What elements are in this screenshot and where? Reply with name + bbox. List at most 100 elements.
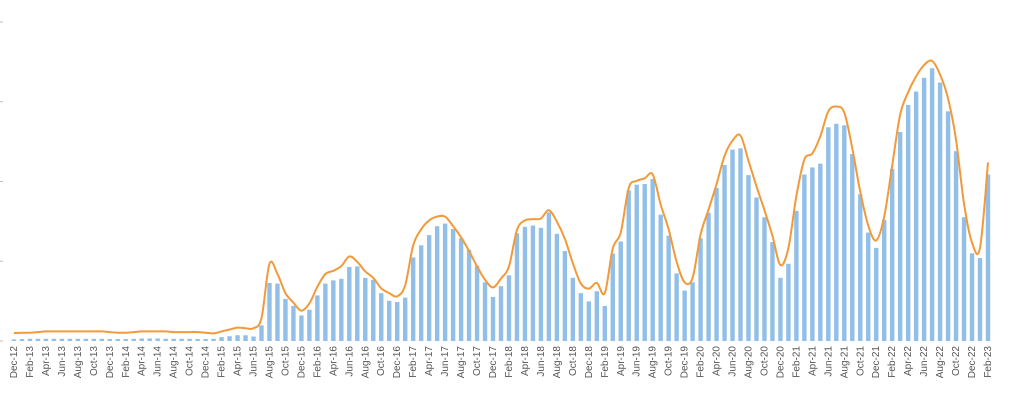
bar	[347, 266, 352, 341]
bar	[546, 212, 552, 341]
bar	[786, 263, 791, 341]
bar	[969, 253, 975, 341]
x-tick-label: Aug-13	[73, 346, 84, 379]
x-tick-label: Dec-14	[201, 346, 212, 379]
bar	[921, 77, 927, 341]
bar	[387, 300, 392, 341]
bar	[482, 282, 488, 341]
bar	[490, 296, 496, 341]
bar	[530, 225, 536, 341]
bar	[43, 338, 49, 341]
bar	[985, 174, 991, 341]
bar	[91, 338, 97, 341]
x-tick-label: Aug-22	[935, 346, 946, 379]
x-tick-label: Aug-18	[552, 346, 563, 379]
x-tick-label: Aug-21	[839, 346, 850, 379]
x-tick-label: Dec-18	[584, 346, 595, 379]
bar	[67, 338, 73, 341]
bar	[762, 217, 767, 341]
x-tick-label: Dec-13	[105, 346, 116, 379]
bar	[355, 266, 360, 341]
x-tick-label: Oct-17	[472, 346, 483, 376]
x-tick-label: Feb-22	[887, 346, 898, 378]
bar	[714, 187, 719, 341]
x-tick-label: Aug-15	[264, 346, 275, 379]
bar	[882, 219, 887, 341]
bar	[115, 339, 120, 341]
bar	[107, 339, 112, 341]
x-tick-label: Dec-22	[967, 346, 978, 379]
x-axis-tick-labels: Dec-12 Feb-13 Apr-13 Jun-13 Aug-13 Oct-13 Dec-…	[9, 346, 994, 379]
bar	[842, 125, 847, 341]
bar	[331, 280, 336, 341]
x-tick-label: Jun-15	[249, 346, 260, 377]
x-tick-label: Oct-18	[568, 346, 579, 376]
bar	[794, 210, 799, 341]
bar	[418, 245, 424, 341]
bar	[642, 184, 647, 341]
x-tick-label: Dec-20	[775, 346, 786, 379]
bar	[410, 257, 416, 341]
bar	[299, 315, 304, 341]
bar	[538, 227, 544, 341]
x-tick-label: Apr-14	[137, 346, 148, 376]
bar	[953, 151, 959, 341]
x-tick-label: Aug-20	[743, 346, 754, 379]
bar	[171, 338, 176, 341]
bar	[746, 175, 751, 341]
bar	[371, 279, 376, 341]
x-tick-label: Apr-20	[712, 346, 723, 376]
bar	[155, 338, 160, 341]
bar	[187, 338, 192, 341]
x-tick-label: Feb-13	[25, 346, 36, 378]
bar	[658, 214, 663, 341]
y-axis-ticks	[0, 21, 3, 342]
x-tick-label: Feb-17	[408, 346, 419, 378]
x-tick-label: Apr-13	[41, 346, 52, 376]
bar	[738, 148, 743, 341]
bar	[562, 251, 568, 341]
bar	[682, 290, 687, 341]
bar	[722, 164, 727, 341]
bar	[506, 275, 512, 341]
bar	[75, 338, 81, 341]
x-tick-label: Feb-14	[121, 346, 132, 378]
bar	[698, 238, 703, 341]
x-tick-label: Jun-13	[57, 346, 68, 377]
bar	[283, 298, 288, 341]
bar	[602, 305, 607, 341]
x-tick-label: Jun-20	[728, 346, 739, 377]
bar	[706, 212, 711, 341]
bar	[139, 338, 144, 341]
bar	[866, 232, 871, 341]
x-tick-label: Feb-15	[217, 346, 228, 378]
x-tick-label: Aug-16	[360, 346, 371, 379]
bar	[634, 184, 639, 341]
x-tick-label: Apr-21	[807, 346, 818, 376]
bar	[498, 286, 504, 341]
x-tick-label: Jun-19	[632, 346, 643, 377]
bar	[395, 302, 400, 341]
bar	[235, 335, 240, 341]
bar	[937, 82, 943, 342]
bar	[961, 217, 967, 341]
bar	[339, 278, 344, 341]
x-tick-label: Apr-17	[424, 346, 435, 376]
x-tick-label: Dec-21	[871, 346, 882, 379]
bar	[403, 297, 408, 341]
bar	[379, 293, 384, 341]
trend-line	[13, 59, 989, 335]
bar	[834, 123, 839, 341]
bar	[810, 167, 815, 341]
x-tick-label: Jun-22	[919, 346, 930, 377]
x-tick-label: Oct-19	[664, 346, 675, 376]
x-tick-label: Apr-15	[233, 346, 244, 376]
bar	[179, 338, 184, 341]
x-tick-label: Jun-21	[823, 346, 834, 377]
bar	[754, 197, 759, 341]
bar	[977, 258, 983, 341]
bar	[897, 132, 903, 341]
bar	[291, 305, 296, 341]
bar	[243, 335, 248, 341]
